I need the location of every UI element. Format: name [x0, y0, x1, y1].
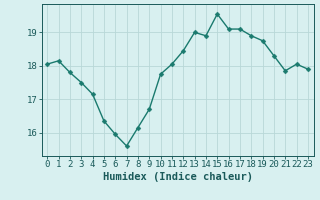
X-axis label: Humidex (Indice chaleur): Humidex (Indice chaleur)	[103, 172, 252, 182]
